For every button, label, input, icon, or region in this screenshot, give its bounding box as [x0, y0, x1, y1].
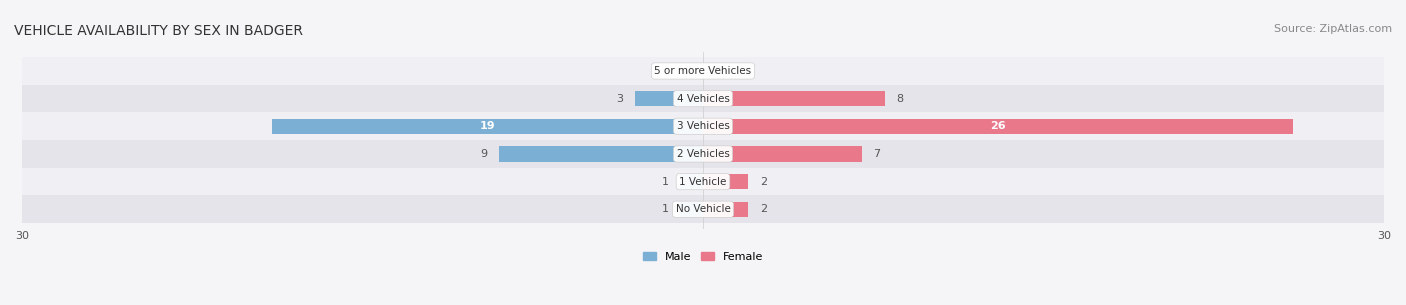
Bar [681, 174, 703, 189]
Bar [22, 196, 1384, 223]
Text: 2: 2 [759, 204, 766, 214]
Text: Source: ZipAtlas.com: Source: ZipAtlas.com [1274, 24, 1392, 34]
Text: 1: 1 [662, 204, 669, 214]
Text: 0: 0 [714, 66, 721, 76]
Bar [636, 91, 703, 106]
Bar [22, 140, 1384, 168]
Text: 26: 26 [990, 121, 1005, 131]
Text: No Vehicle: No Vehicle [675, 204, 731, 214]
Bar [703, 91, 884, 106]
Legend: Male, Female: Male, Female [643, 252, 763, 262]
Text: 0: 0 [685, 66, 692, 76]
Text: 8: 8 [896, 94, 903, 104]
Bar [22, 57, 1384, 85]
Text: 9: 9 [481, 149, 488, 159]
Text: 1: 1 [662, 177, 669, 187]
Bar [22, 168, 1384, 196]
Text: VEHICLE AVAILABILITY BY SEX IN BADGER: VEHICLE AVAILABILITY BY SEX IN BADGER [14, 24, 304, 38]
Bar [703, 119, 1294, 134]
Text: 3: 3 [617, 94, 623, 104]
Bar [22, 85, 1384, 113]
Text: 1 Vehicle: 1 Vehicle [679, 177, 727, 187]
Bar [681, 202, 703, 217]
Bar [22, 113, 1384, 140]
Text: 19: 19 [479, 121, 495, 131]
Text: 3 Vehicles: 3 Vehicles [676, 121, 730, 131]
Text: 2 Vehicles: 2 Vehicles [676, 149, 730, 159]
Bar [703, 174, 748, 189]
Text: 7: 7 [873, 149, 880, 159]
Bar [499, 146, 703, 162]
Bar [271, 119, 703, 134]
Text: 4 Vehicles: 4 Vehicles [676, 94, 730, 104]
Text: 2: 2 [759, 177, 766, 187]
Bar [703, 146, 862, 162]
Bar [703, 202, 748, 217]
Text: 5 or more Vehicles: 5 or more Vehicles [654, 66, 752, 76]
